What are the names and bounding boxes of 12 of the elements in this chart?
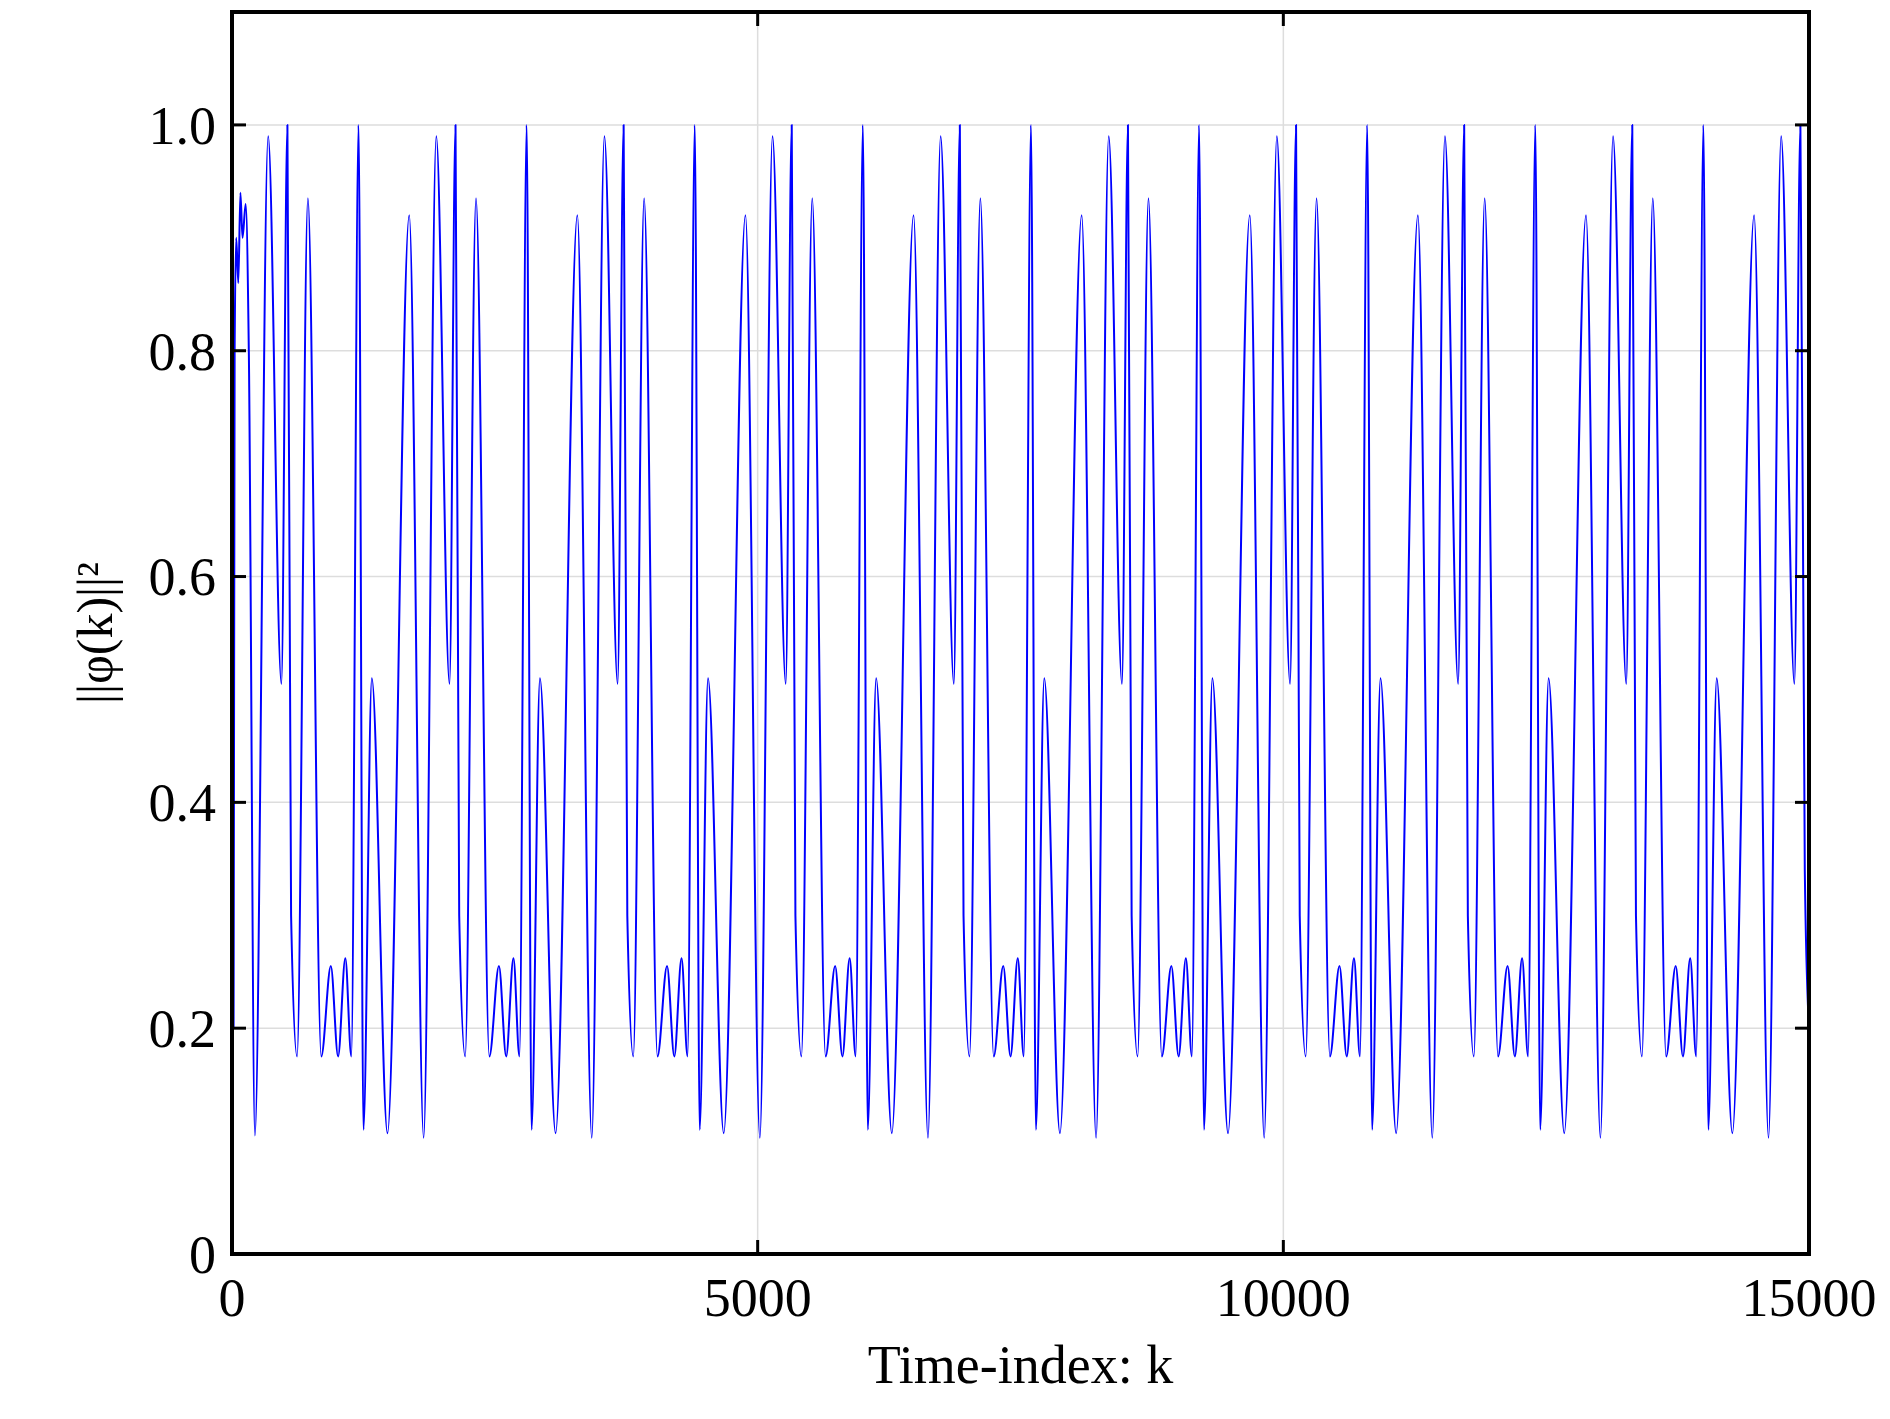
x-axis-title: Time-index: k bbox=[867, 1335, 1174, 1395]
y-tick-label: 0.2 bbox=[148, 999, 216, 1060]
line-series bbox=[232, 123, 1810, 1139]
y-tick-label: 0.8 bbox=[148, 321, 216, 382]
y-tick-label: 0.6 bbox=[148, 547, 216, 608]
x-tick-label: 5000 bbox=[703, 1268, 812, 1328]
y-tick-label: 0 bbox=[189, 1224, 216, 1285]
x-tick-label: 10000 bbox=[1215, 1268, 1351, 1328]
y-tick-label: 1.0 bbox=[148, 95, 216, 156]
y-axis-title: ||φ(k)||² bbox=[67, 561, 123, 705]
x-tick-label: 15000 bbox=[1741, 1268, 1877, 1328]
y-tick-label: 0.4 bbox=[148, 773, 216, 834]
